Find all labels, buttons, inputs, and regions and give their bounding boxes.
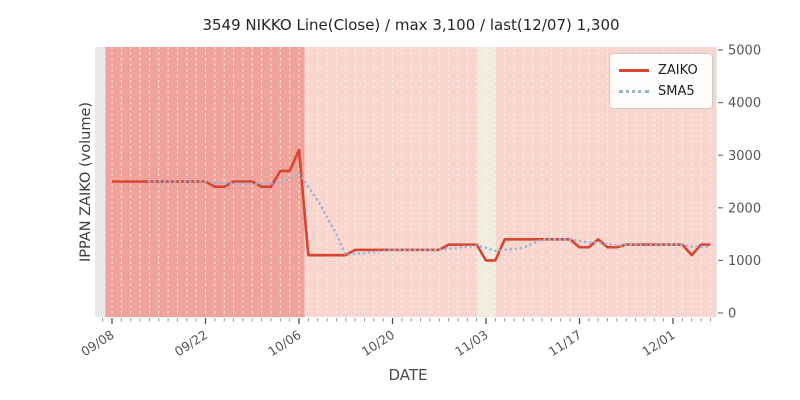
y-tick-label: 0 [728,307,736,322]
legend-swatch-sma5-line [619,90,649,93]
legend-swatch-zaiko-line [619,69,649,72]
x-tick-label: 10/06 [265,327,303,359]
y-tick-label: 2000 [728,201,761,216]
x-tick-label: 12/01 [639,327,677,359]
series-line-zaiko [112,148,711,262]
legend-item-zaiko: ZAIKO [619,60,703,81]
x-tick-label: 11/03 [452,327,490,359]
legend-label-zaiko: ZAIKO [658,63,698,78]
x-axis-label: DATE [388,366,428,384]
chart-title: 3549 NIKKO Line(Close) / max 3,100 / las… [202,16,620,34]
y-tick-label: 3000 [728,149,761,164]
x-tick-label: 09/22 [172,327,210,359]
y-tick-label: 4000 [728,96,761,111]
x-tick-label: 10/20 [359,327,397,359]
x-tick-label: 11/17 [546,327,584,359]
y-tick-label: 5000 [728,44,761,59]
x-tick-label: 09/08 [78,327,116,359]
y-tick-label: 1000 [728,254,761,269]
legend-label-sma5: SMA5 [658,84,695,99]
legend-item-sma5: SMA5 [619,81,703,102]
series-line-sma5 [148,171,712,257]
legend: ZAIKO SMA5 [609,53,713,109]
